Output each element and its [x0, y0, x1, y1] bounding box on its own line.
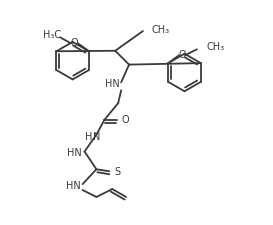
Text: CH₃: CH₃ — [207, 42, 225, 52]
Text: CH₃: CH₃ — [152, 25, 170, 35]
Text: H: H — [85, 132, 92, 142]
Text: O: O — [178, 50, 186, 60]
Text: N: N — [93, 132, 101, 142]
Text: HN: HN — [66, 181, 81, 191]
Text: H₃C: H₃C — [43, 30, 61, 40]
Text: HN: HN — [105, 79, 120, 89]
Text: O: O — [121, 115, 129, 125]
Text: O: O — [70, 38, 78, 48]
Text: S: S — [114, 167, 120, 177]
Text: HN: HN — [67, 148, 82, 158]
